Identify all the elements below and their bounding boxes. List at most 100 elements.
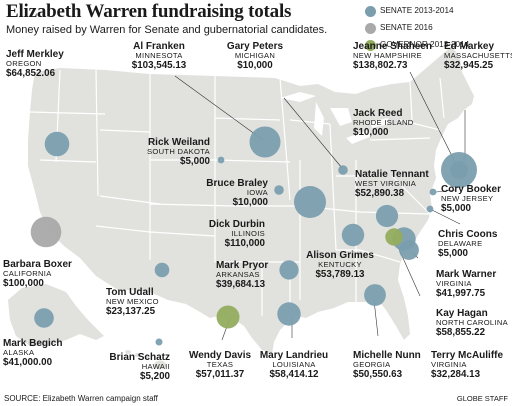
candidate-amount: $110,000 — [224, 237, 265, 249]
candidate-state: MASSACHUSETTS — [444, 51, 512, 61]
candidate-state: GEORGIA — [353, 360, 391, 370]
bubble-delaware[interactable] — [426, 205, 434, 213]
candidate-state: NORTH CAROLINA — [436, 318, 508, 328]
candidate-state: IOWA — [246, 188, 268, 198]
candidate-amount: $52,890.38 — [355, 187, 405, 199]
candidate-name: Jack Reed — [353, 108, 403, 119]
credit-note: GLOBE STAFF — [456, 394, 508, 403]
bubble-kentucky[interactable] — [341, 223, 365, 247]
bubble-hawaii[interactable] — [155, 338, 163, 346]
legend-item-senate-2016: SENATE 2016 — [365, 20, 469, 37]
candidate-name: Wendy Davis — [188, 350, 252, 361]
candidate-amount: $5,000 — [438, 247, 468, 259]
candidate-amount: $10,000 — [237, 59, 273, 71]
candidate-name: Mark Pryor — [216, 260, 269, 271]
candidate-amount: $10,000 — [353, 126, 389, 138]
bubble-louisiana[interactable] — [277, 302, 301, 326]
candidate-amount: $32,945.25 — [444, 59, 494, 71]
candidate-name: Mark Begich — [3, 338, 63, 349]
candidate-state: OREGON — [6, 59, 42, 69]
candidate-state: SOUTH DAKOTA — [147, 147, 210, 157]
candidate-name: Michelle Nunn — [353, 350, 421, 361]
label-west-virginia: Natalie Tennant WEST VIRGINIA $52,890.38 — [355, 169, 429, 200]
label-new-mexico: Tom Udall NEW MEXICO $23,137.25 — [106, 287, 159, 318]
bubble-minnesota[interactable] — [249, 126, 281, 158]
label-new-hampshire: Jeanne Shaheen NEW HAMPSHIRE $138,802.73 — [353, 41, 432, 72]
candidate-amount: $23,137.25 — [106, 305, 156, 317]
candidate-state: LOUISIANA — [272, 360, 316, 370]
bubble-georgia[interactable] — [364, 284, 386, 306]
candidate-name: Ed Markey — [444, 41, 495, 52]
candidate-amount: $53,789.13 — [315, 268, 365, 280]
label-delaware: Chris Coons DELAWARE $5,000 — [438, 229, 497, 260]
bubble-oregon[interactable] — [44, 131, 70, 157]
candidate-name: Al Franken — [133, 41, 185, 52]
candidate-amount: $58,855.22 — [436, 326, 486, 338]
contiguous-us-outline — [28, 46, 474, 354]
legend-label-senate-2016: SENATE 2016 — [380, 23, 433, 33]
candidate-state: NEW JERSEY — [441, 194, 494, 204]
candidate-name: Jeanne Shaheen — [353, 41, 432, 52]
bubble-west-virginia[interactable] — [375, 204, 399, 228]
bubble-virginia-governor[interactable] — [385, 228, 403, 246]
candidate-state: ALASKA — [3, 348, 35, 358]
bubble-california[interactable] — [30, 216, 62, 248]
candidate-amount: $5,000 — [441, 202, 471, 214]
label-california: Barbara Boxer CALIFORNIA $100,000 — [3, 259, 72, 290]
candidate-name: Tom Udall — [106, 287, 154, 298]
candidate-state: MICHIGAN — [234, 51, 276, 61]
candidate-amount: $64,852.06 — [6, 67, 56, 79]
candidate-state: VIRGINIA — [431, 360, 467, 370]
legend-swatch-senate-2016 — [365, 23, 376, 34]
label-alaska: Mark Begich ALASKA $41,000.00 — [3, 338, 62, 369]
legend-item-governor-2013-2014: GOVERNOR 2013-2014 — [365, 37, 469, 54]
candidate-amount: $41,000.00 — [3, 356, 53, 368]
label-new-jersey: Cory Booker NEW JERSEY $5,000 — [441, 184, 501, 215]
candidate-state: ARKANSAS — [216, 270, 260, 280]
candidate-name: Alison Grimes — [306, 250, 374, 261]
bubble-rhode-island[interactable] — [454, 165, 464, 175]
label-rhode-island: Jack Reed RHODE ISLAND $10,000 — [353, 108, 414, 139]
candidate-name: Bruce Braley — [206, 178, 268, 189]
candidate-name: Rick Weiland — [147, 137, 210, 148]
candidate-state: TEXAS — [206, 360, 234, 370]
label-south-dakota: Rick Weiland SOUTH DAKOTA $5,000 — [140, 137, 210, 168]
bubble-alaska[interactable] — [34, 308, 54, 328]
label-kentucky: Alison Grimes KENTUCKY $53,789.13 — [300, 250, 380, 281]
label-iowa: Bruce Braley IOWA $10,000 — [198, 178, 268, 209]
label-texas: Wendy Davis TEXAS $57,011.37 — [180, 350, 260, 381]
bubble-texas[interactable] — [216, 305, 240, 329]
bubble-illinois[interactable] — [294, 186, 326, 218]
candidate-state: NEW HAMPSHIRE — [353, 51, 422, 61]
label-arkansas: Mark Pryor ARKANSAS $39,684.13 — [216, 260, 268, 291]
candidate-state: ILLINOIS — [231, 229, 265, 239]
candidate-name: Mary Landrieu — [259, 350, 329, 361]
source-note: SOURCE: Elizabeth Warren campaign staff — [4, 394, 158, 403]
bubble-south-dakota[interactable] — [217, 156, 225, 164]
candidate-name: Jeff Merkley — [6, 49, 64, 60]
candidate-name: Chris Coons — [438, 229, 498, 240]
bubble-iowa[interactable] — [274, 185, 284, 195]
label-north-carolina: Kay Hagan NORTH CAROLINA $58,855.22 — [436, 308, 508, 339]
candidate-amount: $100,000 — [3, 277, 44, 289]
great-lakes — [280, 92, 388, 144]
legend: SENATE 2013-2014 SENATE 2016 GOVERNOR 20… — [365, 3, 469, 54]
bubble-michigan[interactable] — [338, 165, 348, 175]
candidate-name: Dick Durbin — [208, 219, 265, 230]
chart-title: Elizabeth Warren fundraising totals — [6, 1, 292, 22]
bubble-new-jersey[interactable] — [429, 188, 437, 196]
bubble-new-mexico[interactable] — [154, 262, 170, 278]
candidate-amount: $103,545.13 — [131, 59, 187, 71]
legend-label-governor-2013-2014: GOVERNOR 2013-2014 — [380, 40, 470, 50]
candidate-state: NEW MEXICO — [106, 297, 159, 307]
alaska-outline — [8, 284, 104, 346]
label-hawaii: Brian Schatz HAWAII $5,200 — [106, 352, 170, 383]
legend-label-senate-2013-2014: SENATE 2013-2014 — [380, 6, 454, 16]
chart-subtitle: Money raised by Warren for Senate and gu… — [6, 24, 328, 36]
candidate-name: Natalie Tennant — [355, 169, 429, 180]
label-minnesota: Al Franken MINNESOTA $103,545.13 — [128, 41, 190, 72]
bubble-arkansas[interactable] — [279, 260, 299, 280]
candidate-amount: $10,000 — [232, 196, 268, 208]
candidate-amount: $39,684.13 — [216, 278, 266, 290]
